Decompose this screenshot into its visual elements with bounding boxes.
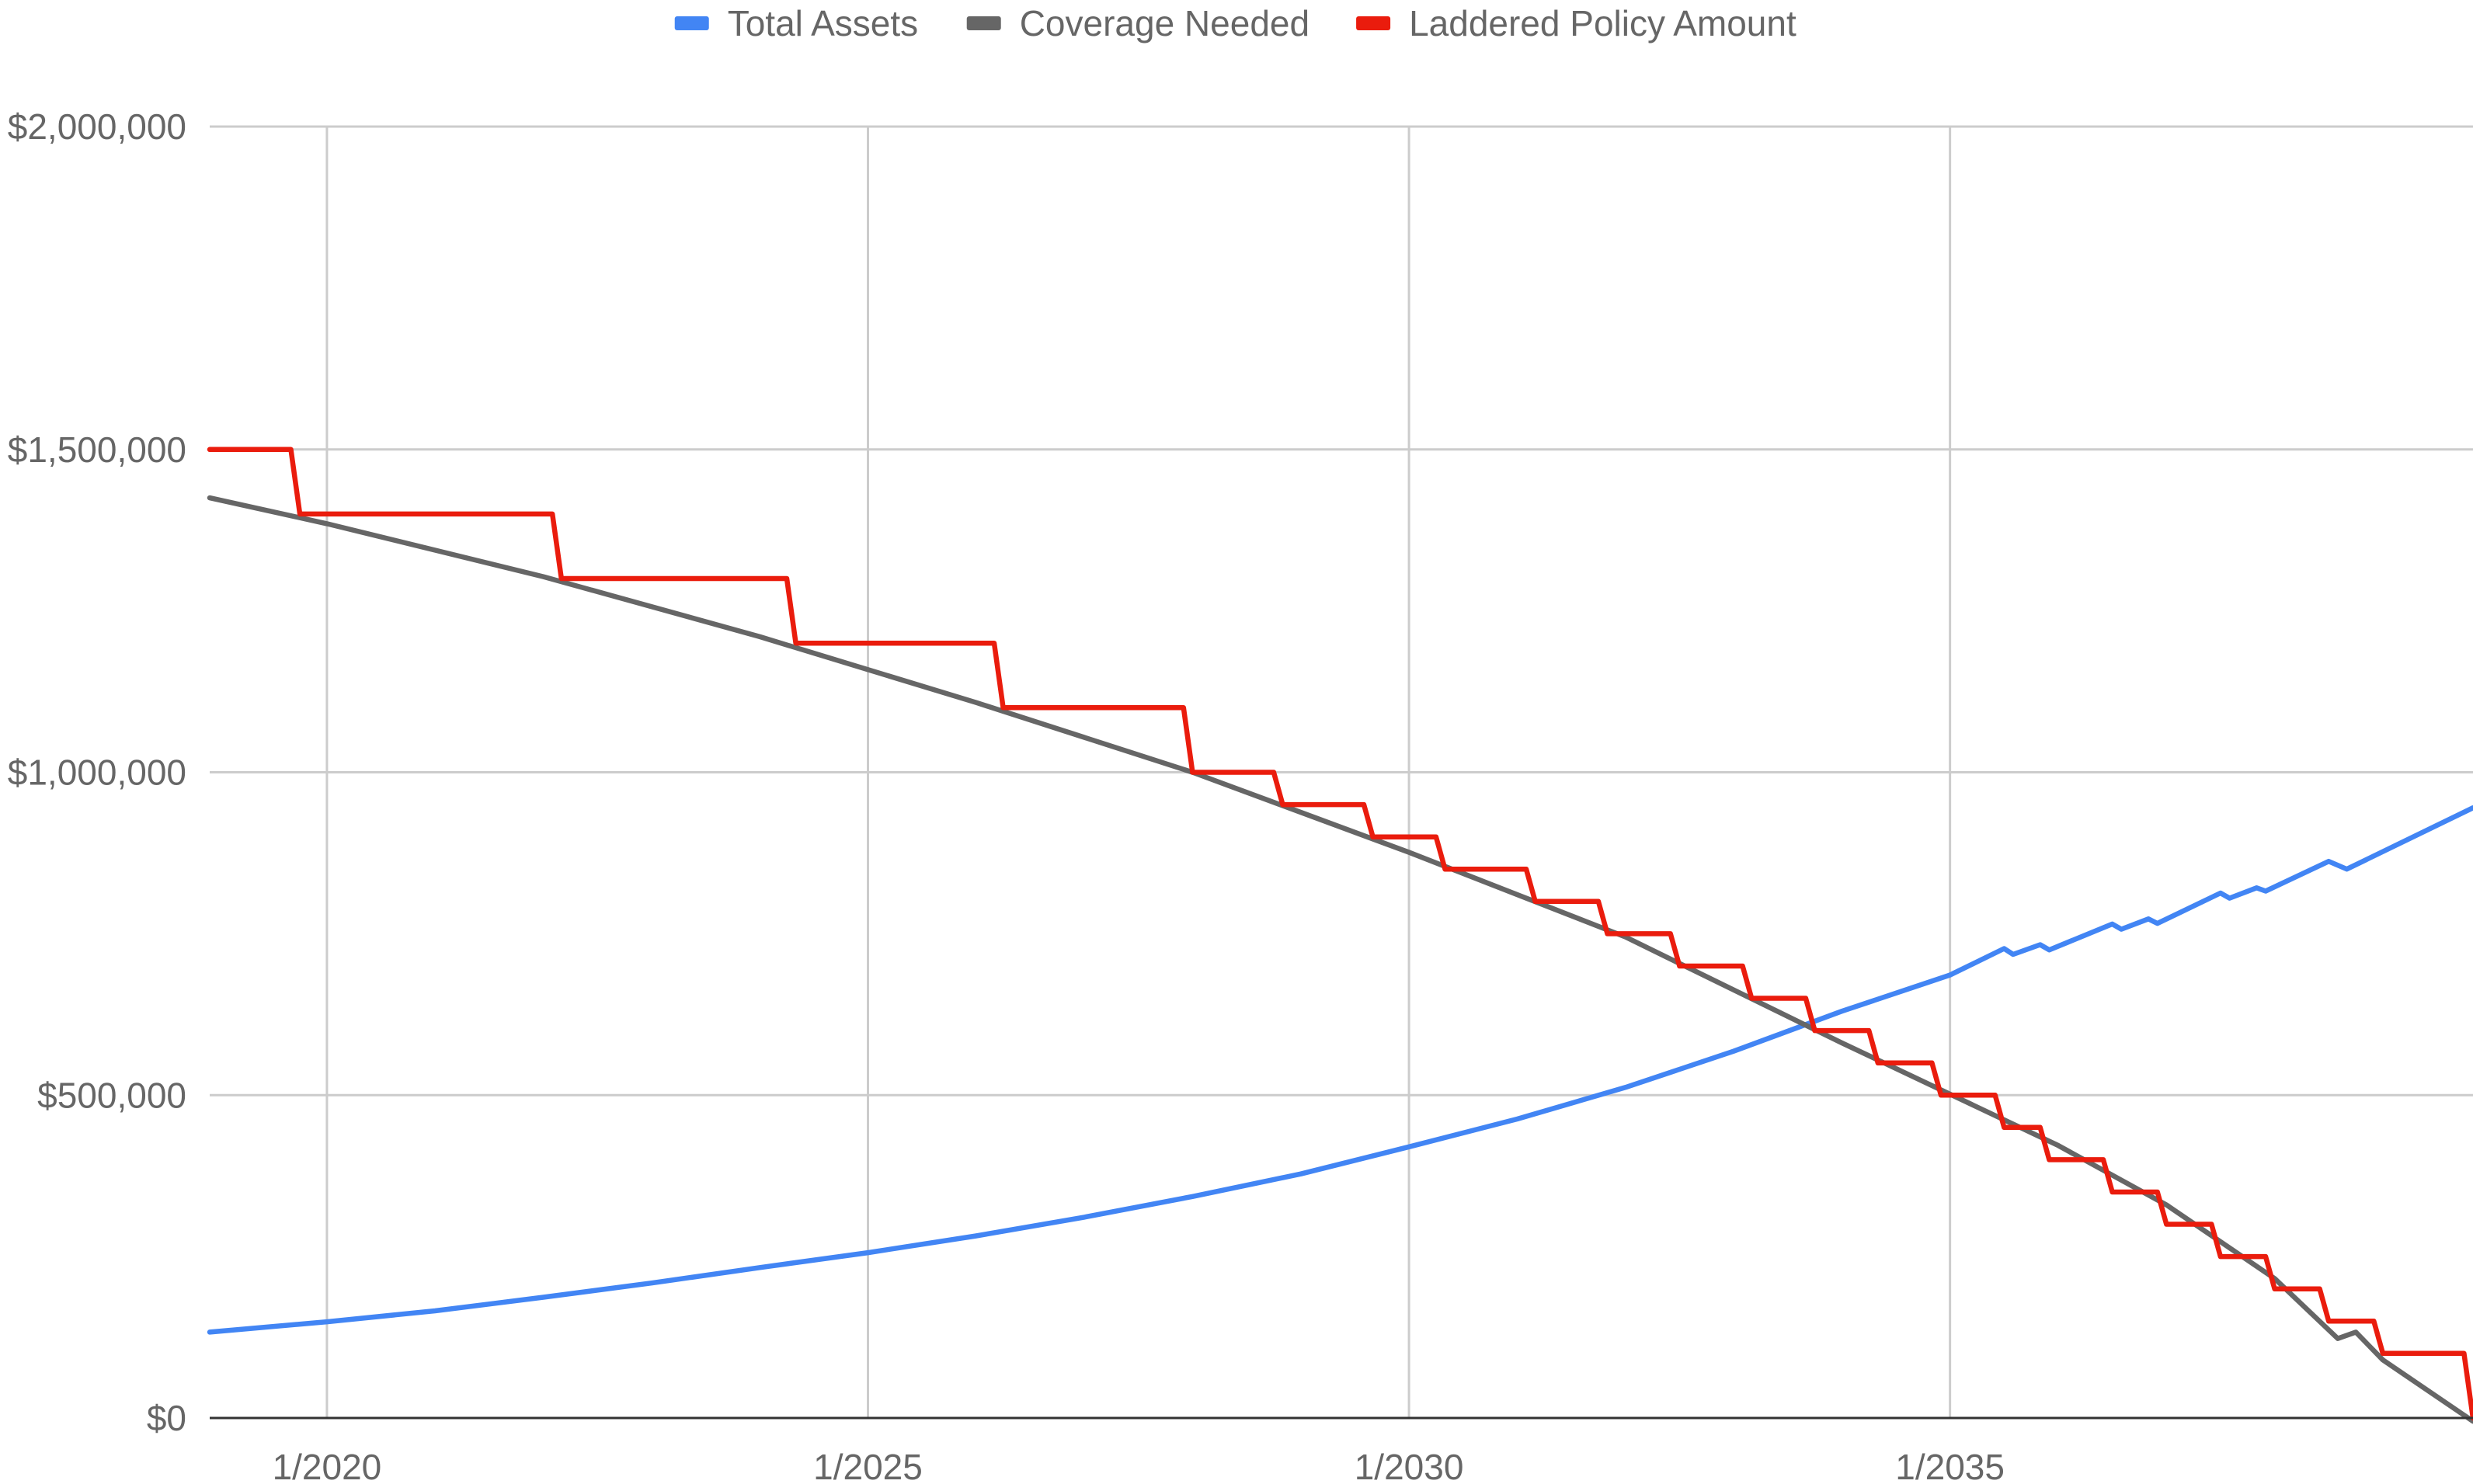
x-tick-label: 1/2035 bbox=[1895, 1447, 2005, 1484]
y-tick-label: $500,000 bbox=[37, 1075, 186, 1115]
legend-swatch bbox=[674, 16, 709, 30]
y-gridlines bbox=[210, 125, 2473, 1096]
y-tick-label: $2,000,000 bbox=[8, 106, 186, 147]
x-tick-label: 1/2030 bbox=[1355, 1447, 1464, 1484]
legend-item-total-assets[interactable]: Total Assets bbox=[674, 3, 918, 43]
x-axis-tick-labels: 1/2020 1/2025 1/2030 1/2035 bbox=[273, 1447, 2005, 1484]
legend-label: Coverage Needed bbox=[1020, 3, 1310, 43]
legend-item-coverage-needed[interactable]: Coverage Needed bbox=[966, 3, 1310, 43]
legend-item-laddered-policy-amount[interactable]: Laddered Policy Amount bbox=[1356, 3, 1796, 43]
legend-label: Laddered Policy Amount bbox=[1409, 3, 1796, 43]
y-tick-label: $0 bbox=[147, 1398, 186, 1438]
series-layer bbox=[207, 447, 2473, 1424]
x-gridlines bbox=[325, 127, 1952, 1418]
legend-swatch bbox=[966, 16, 1001, 30]
series-line-laddered-policy-amount bbox=[207, 447, 2473, 1421]
y-axis-tick-labels: $0 $500,000 $1,000,000 $1,500,000 $2,000,000 bbox=[8, 106, 186, 1438]
y-tick-label: $1,000,000 bbox=[8, 752, 186, 793]
chart-legend: Total Assets Coverage Needed Laddered Poli… bbox=[674, 3, 1796, 43]
legend-swatch bbox=[1356, 16, 1391, 30]
series-line-coverage-needed bbox=[207, 495, 2473, 1424]
series-line-total-assets bbox=[207, 805, 2473, 1335]
x-tick-label: 1/2025 bbox=[813, 1447, 923, 1484]
y-tick-label: $1,500,000 bbox=[8, 429, 186, 470]
x-tick-label: 1/2020 bbox=[273, 1447, 382, 1484]
legend-label: Total Assets bbox=[728, 3, 918, 43]
